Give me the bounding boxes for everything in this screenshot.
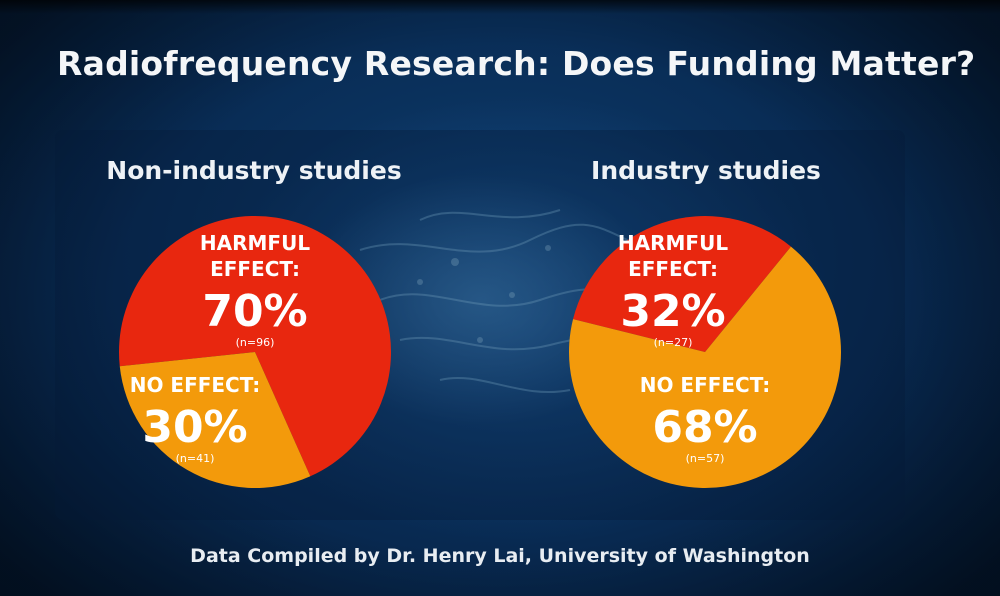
pie-slice-industry-no-effect — [569, 246, 841, 488]
slice-count-non-industry-no-effect: (n=41) — [176, 452, 215, 465]
slice-percent-industry-harmful: 32% — [620, 286, 725, 337]
slice-label-industry-no-effect: NO EFFECT: — [640, 373, 771, 397]
pie-slice-industry-harmful — [573, 216, 791, 352]
slice-count-industry-no-effect: (n=57) — [686, 452, 725, 465]
source-footer: Data Compiled by Dr. Henry Lai, Universi… — [190, 545, 810, 567]
slice-label-non-industry-harmful-line2: EFFECT: — [210, 257, 300, 281]
pie-slice-non-industry-harmful — [119, 216, 391, 477]
slice-percent-non-industry-no-effect: 30% — [142, 402, 247, 453]
slice-count-industry-harmful: (n=27) — [654, 336, 693, 349]
slice-percent-non-industry-harmful: 70% — [202, 286, 307, 337]
slice-count-non-industry-harmful: (n=96) — [236, 336, 275, 349]
slice-label-non-industry-no-effect: NO EFFECT: — [130, 373, 261, 397]
chart-title-non-industry: Non-industry studies — [106, 156, 402, 185]
slice-percent-industry-no-effect: 68% — [652, 402, 757, 453]
top-shadow — [0, 0, 1000, 14]
chart-title-industry: Industry studies — [591, 156, 821, 185]
slice-label-industry-harmful-line2: EFFECT: — [628, 257, 718, 281]
pie-slice-non-industry-no-effect — [119, 352, 311, 488]
slice-label-non-industry-harmful: HARMFUL — [200, 231, 310, 255]
slide-title: Radiofrequency Research: Does Funding Ma… — [57, 44, 976, 83]
slice-label-industry-harmful: HARMFUL — [618, 231, 728, 255]
